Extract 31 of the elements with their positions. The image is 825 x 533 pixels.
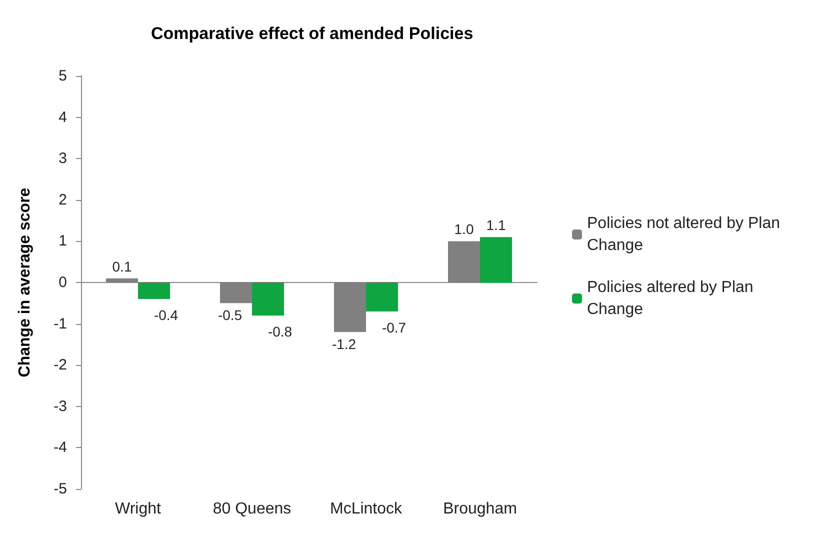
data-label: -0.7 [382, 319, 406, 336]
y-axis-title: Change in average score [16, 188, 34, 378]
bar [480, 237, 512, 282]
data-label: -0.8 [268, 324, 292, 340]
y-tick-label: 2 [58, 191, 67, 208]
y-tick-label: -4 [54, 439, 67, 456]
bar [252, 282, 284, 316]
y-tick-label: -1 [54, 315, 67, 332]
x-tick-label: 80 Queens [212, 500, 292, 518]
y-tick-label: -5 [54, 480, 67, 498]
data-label: 0.1 [112, 258, 132, 274]
data-label: 1.0 [454, 221, 474, 238]
legend-label: Policies not altered by Plan Change [587, 215, 784, 254]
y-tick-label: 4 [58, 108, 67, 126]
x-tick-label: McLintock [330, 500, 404, 518]
data-label: -0.4 [154, 307, 178, 324]
data-label: -1.2 [332, 336, 356, 352]
bar [366, 282, 398, 312]
y-tick-label: -2 [54, 356, 67, 374]
data-label: 1.1 [486, 217, 506, 234]
y-tick-label: -3 [54, 398, 67, 415]
chart-title: Comparative effect of amended Policies [151, 24, 474, 43]
data-label: -0.5 [218, 307, 242, 324]
y-tick-label: 1 [58, 232, 67, 250]
bar [138, 282, 170, 300]
y-tick-label: 5 [58, 68, 67, 84]
x-tick-label: Wright [115, 500, 162, 518]
y-tick-label: 0 [58, 274, 67, 291]
x-tick-label: Brougham [443, 500, 517, 518]
legend-label: Policies altered by Plan Change [587, 279, 758, 318]
y-tick-label: 3 [58, 150, 67, 168]
